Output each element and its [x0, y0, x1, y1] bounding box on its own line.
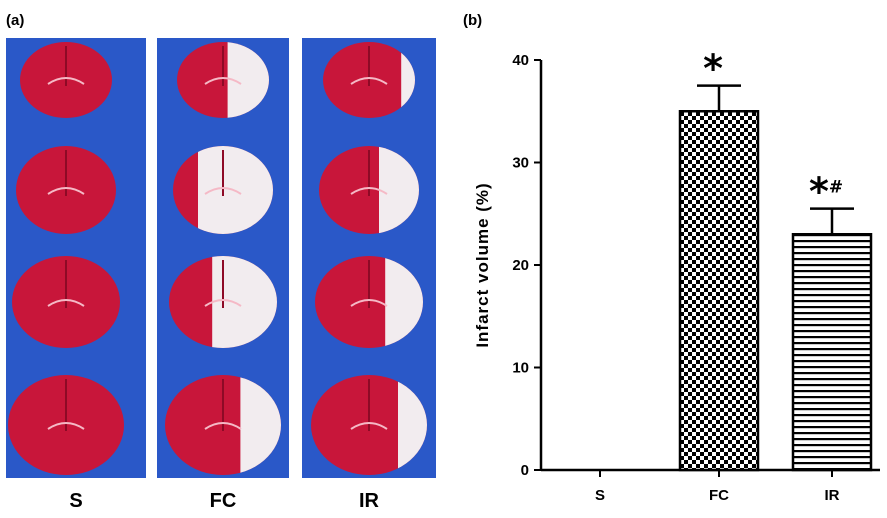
significance-marker: * — [703, 47, 723, 91]
brain-slice — [165, 375, 281, 475]
x-tick-label: IR — [825, 487, 840, 504]
brain-slice — [16, 146, 116, 234]
brain-slice — [12, 256, 120, 348]
y-tick-label: 30 — [512, 155, 529, 172]
y-tick-label: 20 — [512, 257, 529, 274]
y-tick-label: 40 — [512, 52, 529, 69]
group-label-ir: IR — [359, 490, 379, 512]
panel-a-label: (a) — [6, 12, 25, 29]
brain-slice — [20, 42, 112, 118]
x-tick-label: S — [595, 487, 605, 504]
panel-b-label: (b) — [463, 12, 483, 29]
brain-slice — [177, 42, 269, 118]
significance-marker: *# — [809, 170, 843, 214]
group-label-fc: FC — [209, 490, 237, 512]
bar-fc — [678, 110, 760, 472]
y-tick-label: 0 — [521, 462, 529, 479]
x-tick-label: FC — [709, 487, 729, 504]
group-label-s: S — [69, 490, 83, 512]
brain-slice — [8, 375, 124, 475]
bar-ir — [791, 233, 873, 472]
y-axis-label: Infarct volume (%) — [473, 182, 492, 347]
y-tick-label: 10 — [512, 360, 529, 377]
